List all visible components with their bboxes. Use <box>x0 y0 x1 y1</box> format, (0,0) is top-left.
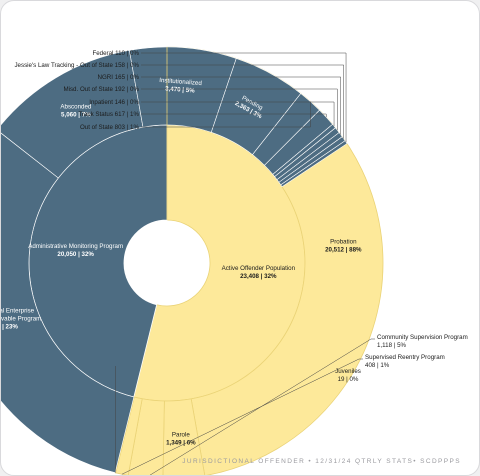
leader-line-track <box>141 113 327 118</box>
outer-label-gear-value: 13,781 | 23% <box>1 324 18 331</box>
inner-label-amp: Administrative Monitoring Program20,050 … <box>28 243 123 258</box>
outer-label-gear-name: Governmental Enterprise <box>1 308 35 315</box>
leader-line-jlt <box>141 64 344 139</box>
outer-label-jlt: Jessie's Law Tracking - Out of State 158… <box>14 62 139 69</box>
outer-label-probation-value: 20,512 | 88% <box>325 246 362 253</box>
outer-label-inst-value: 3,470 | 5% <box>165 85 196 94</box>
outer-label-parole-value: 1,349 | 6% <box>166 439 196 446</box>
outer-label-ngri: NGRI 165 | 0% <box>98 74 140 81</box>
leader-line-misd <box>141 88 338 131</box>
outer-slice-gear <box>1 132 135 474</box>
outer-label-juv-value: 19 | 0% <box>338 376 359 383</box>
outer-label-parole-name: Parole <box>172 431 190 438</box>
outer-label-srp-value: 408 | 1% <box>365 362 390 369</box>
inner-label-amp-value: 20,050 | 32% <box>57 251 94 258</box>
inner-label-amp-name: Administrative Monitoring Program <box>28 243 123 250</box>
inner-label-aop-name: Active Offender Population <box>222 265 296 272</box>
outer-label-inpat: Inpatient 146 | 0% <box>89 99 139 106</box>
leader-line-srp <box>121 358 363 475</box>
outer-label-probation-name: Probation <box>330 238 357 245</box>
outer-label-juv-name: Juveniles <box>335 368 361 375</box>
leader-line-oos <box>141 101 311 128</box>
leader-line-inpat <box>141 101 335 127</box>
inner-label-aop-value: 23,408 | 32% <box>240 273 277 280</box>
outer-label-misd: Misd. Out of State 192 | 0% <box>63 86 139 93</box>
chart-footer: JURISDICTIONAL OFFENDER • 12/31/24 QTRLY… <box>182 458 461 465</box>
outer-label-absc-value: 5,060 | 7% <box>61 111 91 118</box>
outer-label-inst-name: Institutionalized <box>159 77 203 87</box>
outer-label-csp-name: Community Supervision Program <box>377 334 468 341</box>
outer-label-gear-name: Accounts Receivable Program <box>1 316 41 323</box>
outer-label-csp-value: 1,118 | 5% <box>377 342 407 349</box>
outer-label-fed: Federal 110 | 0% <box>92 50 139 57</box>
outer-label-gear: Governmental EnterpriseAccounts Receivab… <box>1 308 41 331</box>
leader-line-fed <box>141 52 347 143</box>
leader-line-ngri <box>141 76 341 135</box>
outer-label-oos: Out of State 803 | 1% <box>80 124 140 131</box>
outer-label-srp-name: Supervised Reentry Program <box>365 354 445 361</box>
outer-slice-fed <box>280 140 348 188</box>
leader-line-csp <box>149 338 375 475</box>
outer-label-track: Track Status 617 | 1% <box>78 111 139 118</box>
outer-label-absc-name: Absconded <box>60 103 92 110</box>
